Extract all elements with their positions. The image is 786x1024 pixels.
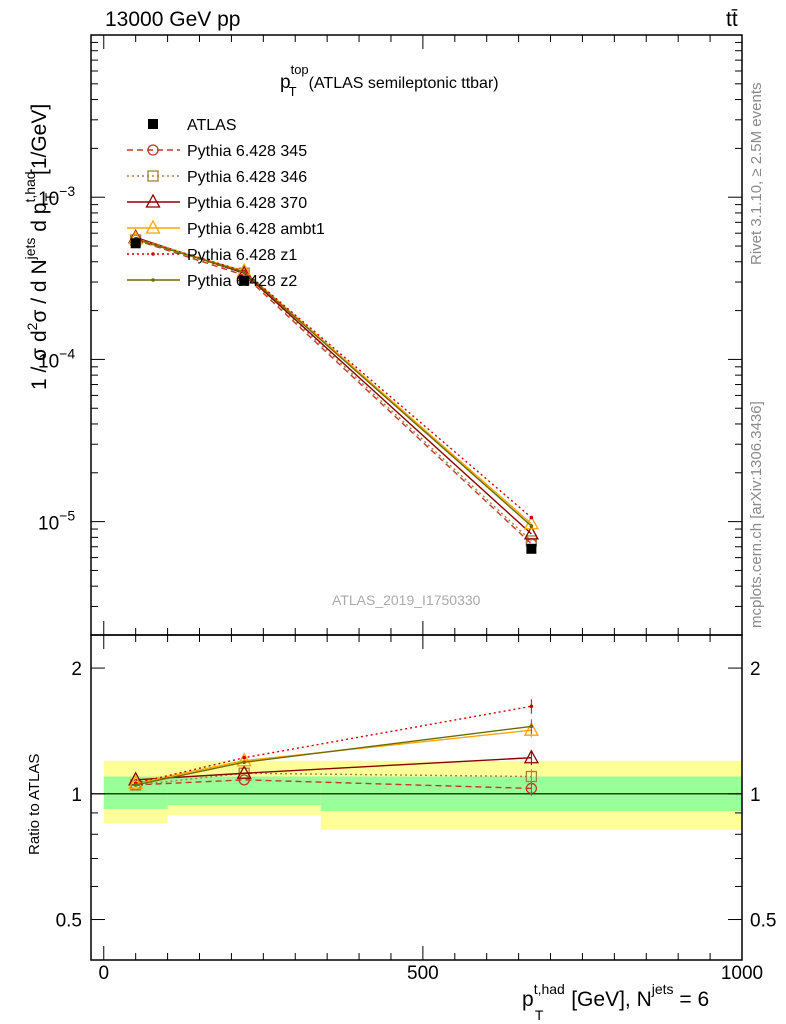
x-tick-label: 1000 <box>721 963 763 984</box>
main-axis-ticks: 10−3 10−4 10−5 <box>38 34 743 636</box>
legend-marker <box>145 193 161 208</box>
mcplots-source-label: mcplots.cern.ch [arXiv:1306.3436] <box>748 401 765 628</box>
ratio-series-marker <box>525 770 538 783</box>
ratio-series-marker <box>523 721 539 736</box>
ratio-panel: 0.5 0.5 1 1 2 2 0 500 1000 Ratio to ATLAS <box>26 634 776 984</box>
ratio-y-axis-label: Ratio to ATLAS <box>26 754 43 855</box>
ratio-series-marker <box>133 783 138 787</box>
ratio-stat-uncertainty-band <box>167 776 321 806</box>
ratio-y-tick-label-right: 0.5 <box>750 911 776 932</box>
rivet-version-label: Rivet 3.1.10, ≥ 2.5M events <box>748 83 765 266</box>
legend-label: Pythia 6.428 346 <box>187 169 307 186</box>
legend-marker <box>151 278 155 282</box>
ratio-series-line <box>135 779 532 790</box>
main-panel: 10−3 10−4 10−5 ptop T (ATLAS semileptonic tt… <box>22 34 743 636</box>
main-series-marker <box>523 525 539 540</box>
main-series-marker <box>529 515 534 520</box>
ratio-series-marker <box>236 764 252 779</box>
legend-marker <box>148 119 158 129</box>
ratio-axis-ticks: 0.5 0.5 1 1 2 2 0 500 1000 <box>56 635 776 984</box>
atlas-data-point <box>239 275 250 286</box>
ratio-series-marker <box>529 704 534 709</box>
ratio-series-marker <box>242 755 246 760</box>
legend-marker <box>145 219 161 234</box>
main-curves <box>128 229 539 554</box>
legend-label: Pythia 6.428 ambt1 <box>187 221 325 238</box>
main-series-marker <box>529 524 534 528</box>
analysis-watermark: ATLAS_2019_I1750330 <box>332 592 481 608</box>
main-series-line <box>135 238 532 519</box>
header-process-label: tt̄ <box>726 8 738 31</box>
ratio-stat-uncertainty-band <box>103 776 168 809</box>
x-axis-label: pt,had T [GeV], Njets = 6 <box>522 981 709 1023</box>
ratio-series-marker <box>128 774 144 789</box>
main-y-axis-label: 1 / σ d2σ / d Njets d pt,had T [1/GeV] <box>22 104 58 390</box>
atlas-data-point <box>130 238 141 249</box>
ratio-series-marker <box>242 760 246 765</box>
ratio-y-tick-label-left: 2 <box>71 659 82 680</box>
legend-label: Pythia 6.428 z1 <box>187 247 297 264</box>
header-energy-label: 13000 GeV pp <box>105 8 240 31</box>
main-y-tick-label: 10−3 <box>38 183 75 210</box>
ratio-series-marker <box>238 774 250 786</box>
main-series-line <box>135 239 532 542</box>
ratio-series-line <box>135 772 532 786</box>
ratio-uncertainty-bands <box>91 760 742 830</box>
ratio-y-tick-label-right: 1 <box>750 785 761 806</box>
ratio-series-marker <box>523 749 539 764</box>
main-series-marker <box>242 270 246 274</box>
ratio-frame <box>90 634 743 961</box>
main-y-tick-label: 10−5 <box>38 508 75 535</box>
legend-label: ATLAS <box>187 117 237 134</box>
ratio-curves <box>128 699 539 796</box>
legend-marker <box>147 144 159 156</box>
plot-title: ptop T (ATLAS semileptonic ttbar) <box>280 62 499 99</box>
legend: ATLAS Pythia 6.428 345 Pythia 6.428 346 Pyt… <box>127 117 325 290</box>
legend-label: Pythia 6.428 345 <box>187 143 307 160</box>
x-tick-label: 0 <box>98 963 109 984</box>
legend-marker <box>151 252 155 256</box>
atlas-data-point <box>526 543 537 554</box>
legend-label: Pythia 6.428 370 <box>187 195 307 212</box>
main-y-tick-label: 10−4 <box>38 345 75 372</box>
legend-marker <box>147 170 159 182</box>
ratio-y-tick-label-left: 1 <box>71 785 82 806</box>
legend-label: Pythia 6.428 z2 <box>187 273 297 290</box>
ratio-series-marker <box>236 752 252 767</box>
ratio-y-tick-label-right: 2 <box>750 659 761 680</box>
x-tick-label: 500 <box>407 963 439 984</box>
ratio-series-marker <box>529 724 534 729</box>
ratio-y-tick-label-left: 0.5 <box>56 911 82 932</box>
main-series-line <box>135 239 532 545</box>
